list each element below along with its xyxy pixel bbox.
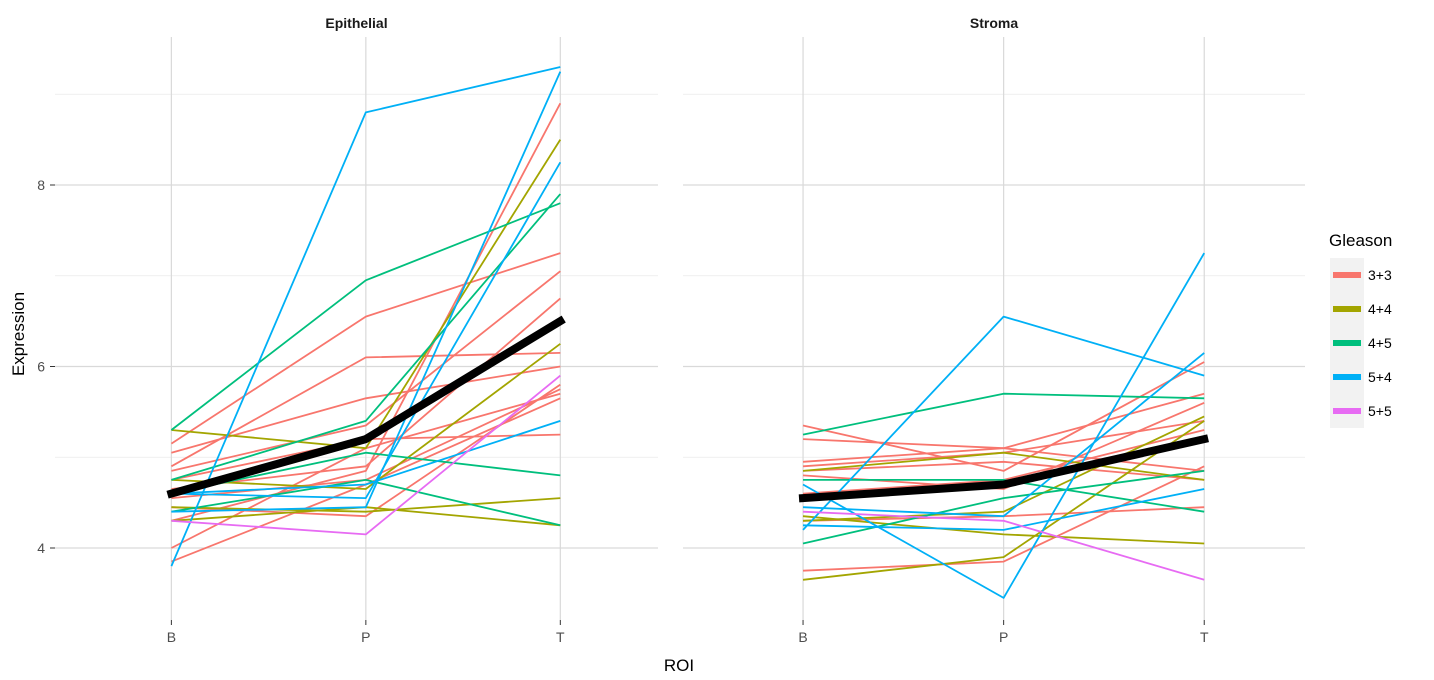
legend-item-5-4: 5+4	[1330, 360, 1392, 394]
legend-label: 4+5	[1368, 335, 1392, 351]
series-line-3-3	[802, 460, 1205, 481]
legend-title: Gleason	[1329, 231, 1392, 250]
legend-label: 4+4	[1368, 301, 1392, 317]
series-line-4-4	[802, 415, 1205, 522]
series-line-4-5	[171, 193, 561, 481]
legend-label: 5+4	[1368, 369, 1392, 385]
legend: Gleason 3+3 4+4 4+5 5+4 5+5	[1329, 231, 1392, 428]
x-tick-label: P	[999, 629, 1008, 645]
series-line-3-3	[802, 465, 1205, 572]
legend-item-5-5: 5+5	[1330, 394, 1392, 428]
series-line-4-5	[170, 202, 561, 431]
series-line-3-3	[802, 392, 1205, 463]
series-line-4-4	[802, 451, 1205, 481]
series-line-5-4	[171, 420, 561, 495]
series-line-5-4	[802, 315, 1205, 531]
x-tick-label: B	[798, 629, 807, 645]
series-line-3-3	[171, 297, 561, 490]
mean-line	[798, 434, 1209, 503]
facet-panels: Epithelial B P T Stroma B P T 4 6 8	[37, 15, 1305, 645]
series-line-4-5	[802, 392, 1205, 436]
x-tick-label: B	[167, 629, 176, 645]
series-line-4-4	[171, 139, 562, 450]
series-line-5-4	[171, 161, 562, 500]
series-line-5-4	[802, 488, 1205, 531]
series-line-4-5	[171, 478, 561, 527]
series-line-4-4	[171, 343, 561, 490]
facet-stroma: Stroma B P T	[683, 15, 1305, 645]
series-line-3-3	[171, 102, 562, 522]
facet-epithelial: Epithelial B P T	[55, 15, 658, 645]
y-tick-label: 6	[37, 359, 45, 375]
legend-item-4-5: 4+5	[1330, 326, 1392, 360]
series-line-5-4	[170, 66, 561, 567]
series-line-5-5	[802, 510, 1205, 581]
facet-title: Epithelial	[325, 15, 387, 31]
x-tick-label: P	[361, 629, 370, 645]
y-tick-label: 4	[37, 540, 45, 556]
series-line-3-3	[171, 270, 561, 472]
x-tick-label: T	[1200, 629, 1209, 645]
mean-line	[166, 315, 566, 499]
series-line-5-4	[802, 352, 1205, 518]
series-line-4-5	[171, 451, 561, 495]
series-line-4-4	[802, 420, 1205, 581]
x-tick-label: T	[556, 629, 565, 645]
series-line-5-4	[802, 252, 1205, 599]
series-line-4-5	[803, 478, 1205, 513]
series-line-5-4	[171, 71, 562, 513]
x-axis-title: ROI	[664, 656, 694, 675]
legend-label: 3+3	[1368, 267, 1392, 283]
y-tick-label: 8	[37, 177, 45, 193]
legend-item-4-4: 4+4	[1330, 292, 1392, 326]
series-line-3-3	[802, 361, 1205, 472]
facet-title: Stroma	[970, 15, 1018, 31]
series-line-3-3	[171, 365, 561, 454]
y-axis-title: Expression	[9, 292, 28, 376]
legend-item-3-3: 3+3	[1330, 258, 1392, 292]
series-line-4-5	[802, 470, 1205, 545]
series-line-5-5	[171, 374, 561, 536]
series-line-4-4	[171, 497, 561, 513]
y-axis: 4 6 8	[37, 177, 55, 556]
legend-label: 5+5	[1368, 403, 1392, 419]
